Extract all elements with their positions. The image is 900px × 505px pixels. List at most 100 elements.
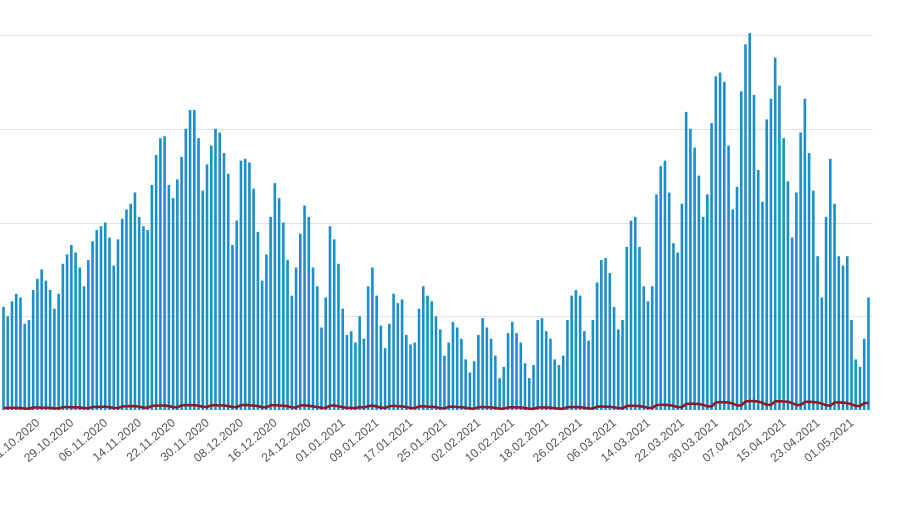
bar	[443, 355, 446, 410]
bar	[392, 293, 395, 410]
bar	[282, 222, 285, 410]
bar	[498, 378, 501, 410]
bar	[294, 267, 298, 410]
bar	[252, 188, 255, 410]
bar	[167, 185, 171, 410]
bar	[159, 138, 162, 410]
bar	[133, 192, 137, 410]
bar	[243, 158, 247, 410]
bar	[591, 320, 595, 410]
bar	[617, 329, 620, 410]
bar	[74, 252, 77, 410]
bar	[311, 267, 315, 410]
bar	[608, 273, 612, 410]
bar	[778, 85, 781, 410]
bar	[638, 246, 641, 410]
bar	[515, 333, 518, 410]
bar	[14, 293, 18, 410]
bar	[600, 260, 603, 410]
bar	[629, 220, 633, 410]
bar	[188, 110, 192, 410]
bar	[197, 138, 200, 410]
bar	[748, 33, 752, 410]
line	[3, 399, 869, 411]
bar	[773, 57, 777, 410]
bar	[328, 226, 332, 410]
bar	[150, 185, 154, 410]
bar	[460, 338, 463, 410]
bar	[303, 205, 306, 410]
bar	[790, 237, 794, 410]
bar	[841, 265, 845, 410]
bar	[112, 265, 116, 410]
bar	[578, 295, 582, 410]
bar	[209, 145, 213, 410]
bar	[566, 320, 569, 410]
bar	[341, 308, 344, 410]
bar	[532, 365, 535, 410]
bar	[40, 269, 43, 410]
bar	[290, 295, 294, 410]
bar	[354, 342, 357, 410]
bar	[299, 233, 302, 410]
bar	[438, 329, 442, 410]
bar	[553, 359, 556, 410]
bar	[129, 203, 132, 410]
bar	[409, 344, 412, 410]
bar	[154, 155, 158, 410]
bar	[549, 338, 552, 410]
bar	[583, 331, 586, 410]
bar	[464, 359, 467, 410]
bar	[358, 316, 361, 410]
bar	[765, 119, 768, 410]
bar	[756, 170, 760, 410]
bar	[91, 241, 94, 410]
bar	[362, 338, 366, 410]
bar	[44, 280, 48, 410]
bar	[472, 361, 476, 410]
bar	[481, 318, 484, 410]
bar	[10, 301, 14, 410]
bar	[672, 243, 675, 410]
bar	[277, 198, 281, 410]
bar	[544, 331, 548, 410]
bar	[256, 231, 260, 410]
bar	[667, 192, 671, 410]
bar	[684, 111, 688, 410]
bar	[201, 190, 205, 410]
bar	[125, 209, 128, 410]
bar	[468, 372, 472, 410]
bar	[31, 290, 35, 410]
bar	[676, 252, 679, 410]
bar	[807, 153, 811, 410]
bar	[273, 183, 277, 410]
bar	[421, 286, 425, 410]
bar	[146, 230, 149, 410]
bar	[663, 160, 667, 410]
bar	[78, 267, 82, 410]
bar	[434, 316, 438, 410]
bar	[405, 335, 408, 410]
bar	[163, 136, 166, 410]
bar	[193, 110, 196, 410]
bar	[731, 209, 735, 410]
bar	[680, 203, 684, 410]
bar	[570, 295, 573, 410]
bar	[239, 160, 243, 410]
bar	[739, 91, 743, 410]
bar	[205, 164, 209, 410]
bar	[70, 245, 73, 410]
bar	[625, 246, 629, 410]
bar	[53, 308, 56, 410]
bar	[260, 280, 264, 410]
bar	[426, 295, 429, 410]
bar	[494, 355, 497, 410]
bar	[633, 216, 637, 410]
bar	[383, 348, 387, 410]
bar	[795, 192, 798, 410]
bar	[265, 254, 268, 410]
bar	[557, 365, 561, 410]
bar	[307, 216, 311, 410]
